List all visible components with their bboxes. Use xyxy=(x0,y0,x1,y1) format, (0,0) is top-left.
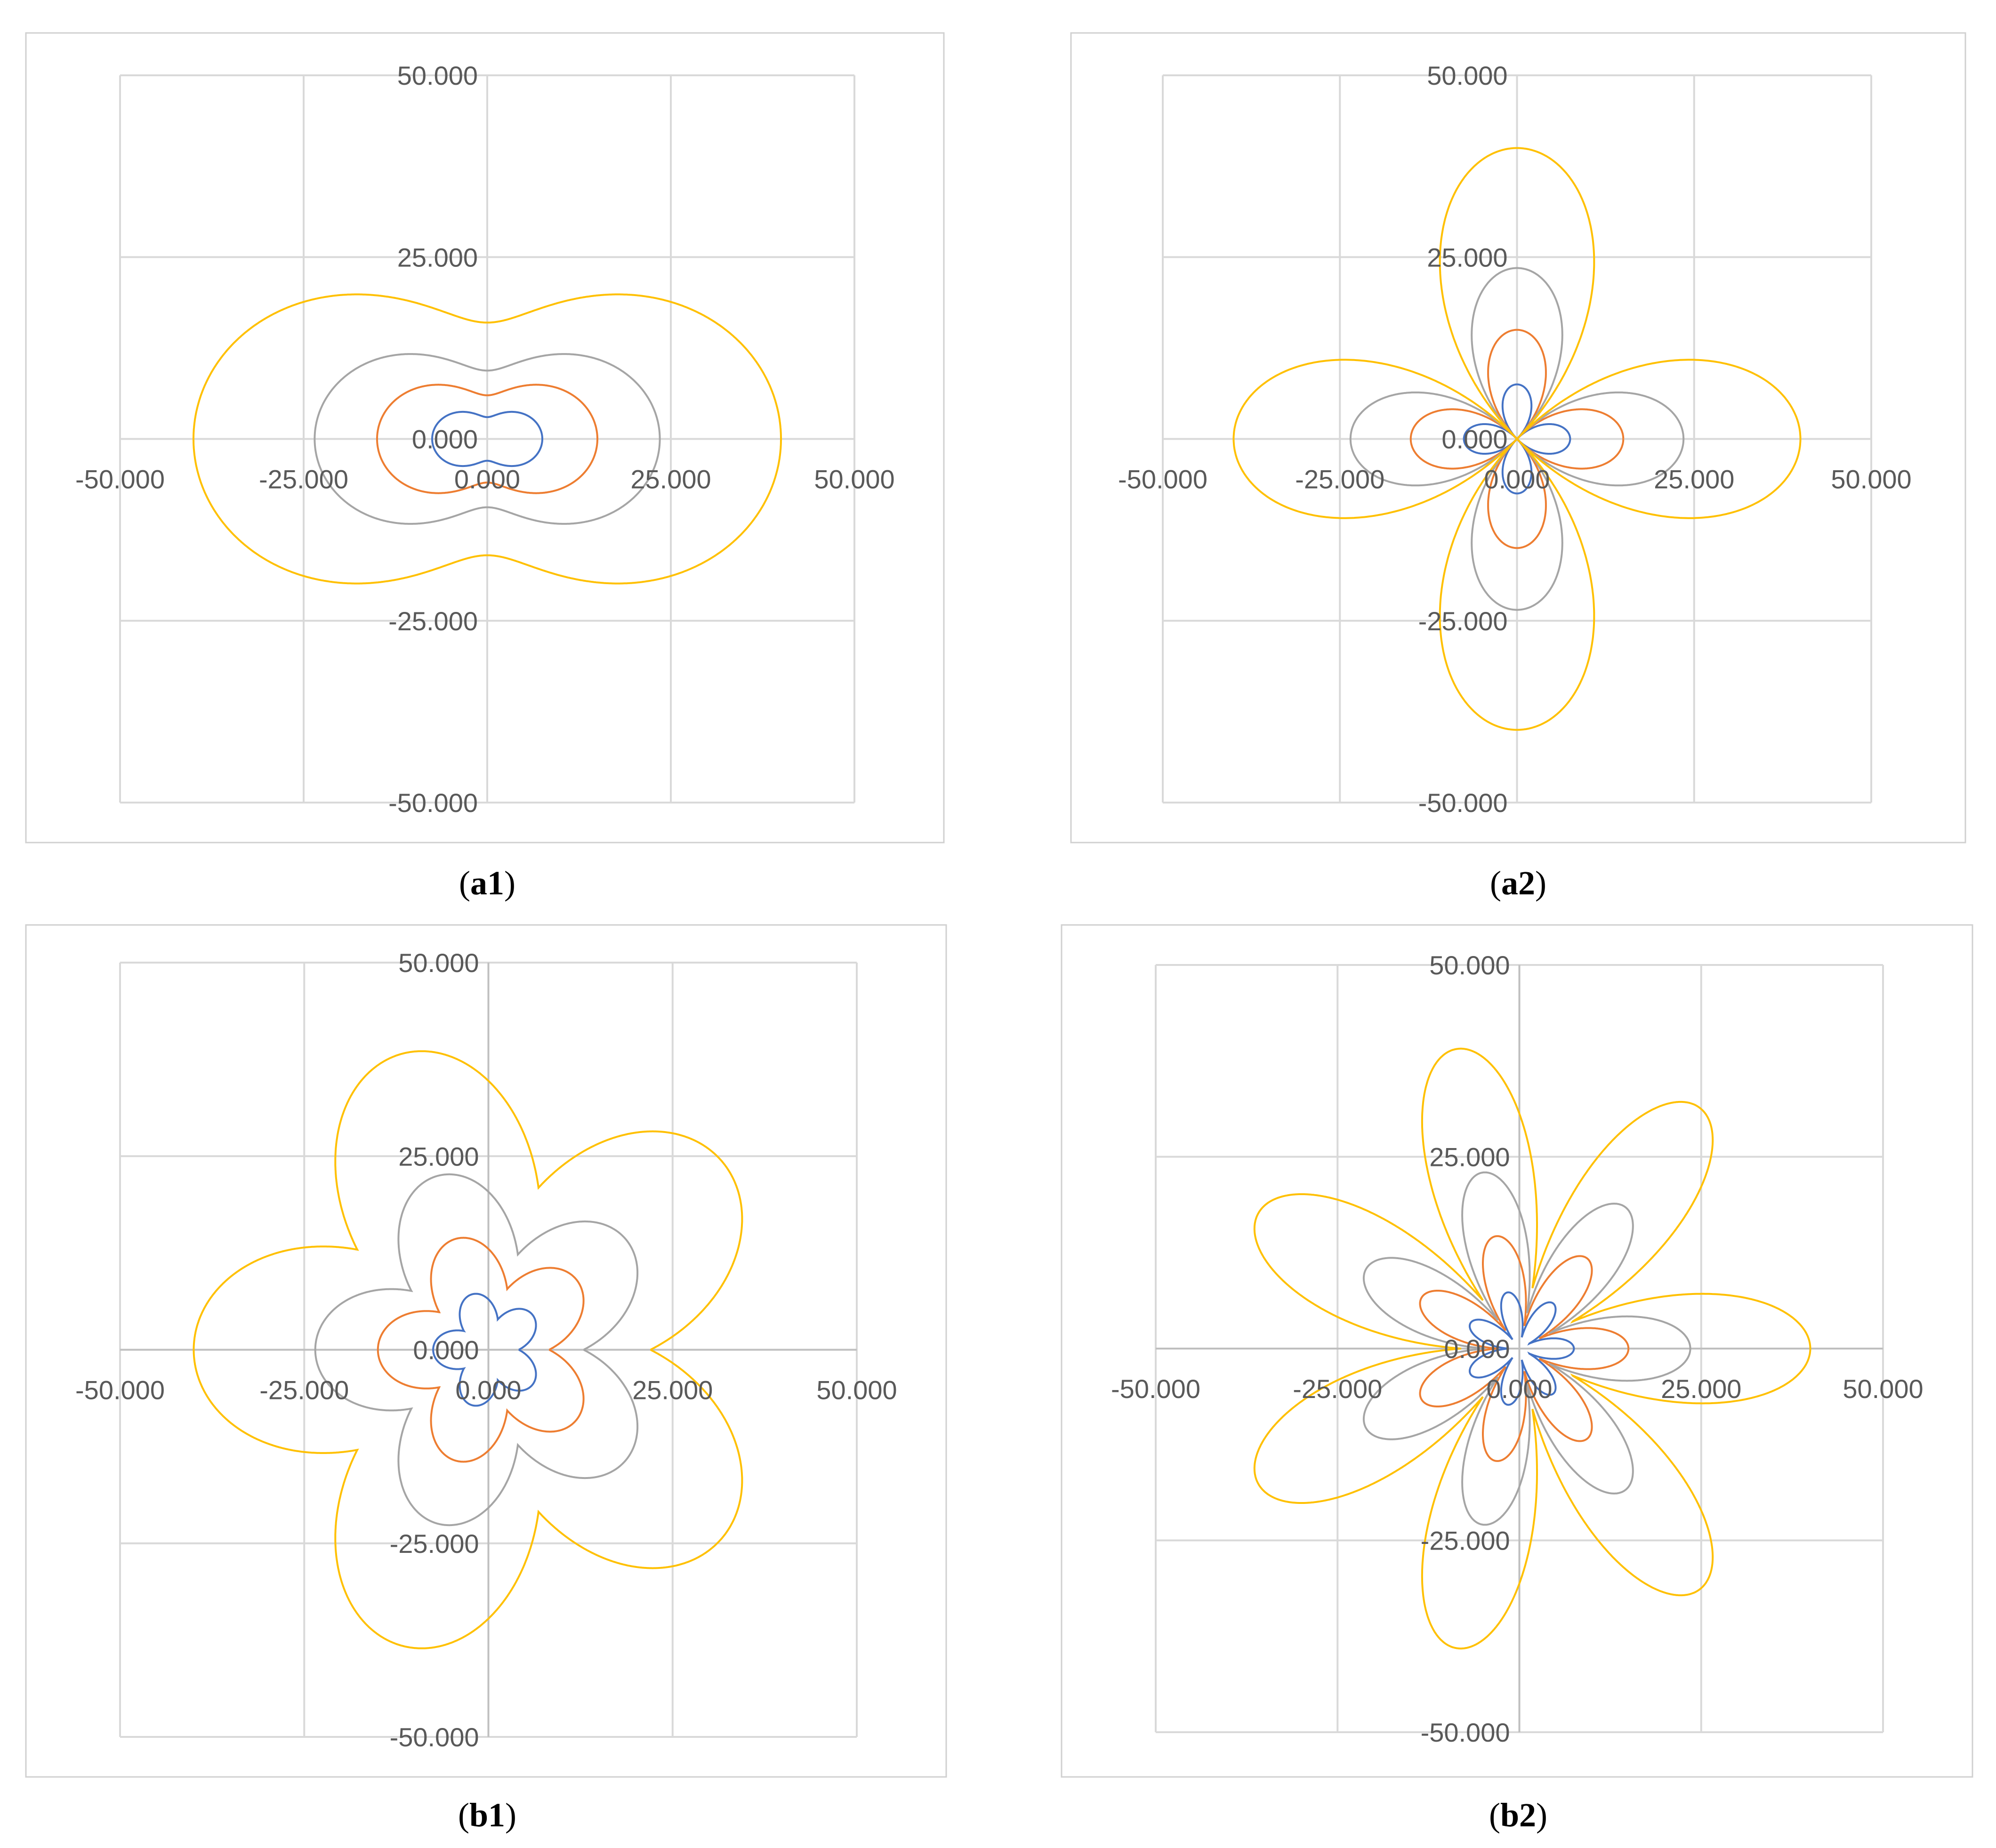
x-tick-label: -50.000 xyxy=(75,465,165,494)
series-line-3 xyxy=(1349,267,1685,611)
chart-svg-b2: -50.000 -25.000 0.000 25.000 50.000 50.000 25.… xyxy=(1061,924,1973,1778)
caption-b2-close: ) xyxy=(1536,1796,1547,1834)
x-tick-label: 0.000 xyxy=(454,465,520,494)
caption-a1-close: ) xyxy=(504,864,515,902)
x-tick-label: 25.000 xyxy=(630,465,711,494)
y-tick-label: -50.000 xyxy=(1421,1718,1510,1747)
caption-b1-label: b1 xyxy=(469,1796,506,1834)
y-tick-label: 50.000 xyxy=(398,948,479,978)
chart-frame xyxy=(25,924,947,1778)
y-tick-label: 25.000 xyxy=(397,242,478,272)
chart-panel-b2: -50.000 -25.000 0.000 25.000 50.000 50.000 25.… xyxy=(1061,924,1973,1778)
caption-b2-open: ( xyxy=(1489,1796,1500,1834)
series-line-3 xyxy=(314,1173,639,1527)
caption-a2-open: ( xyxy=(1490,864,1501,902)
caption-a1: (a1) xyxy=(346,864,628,903)
series-line-3 xyxy=(314,353,661,525)
chart-panel-b1: -50.000 -25.000 0.000 25.000 50.000 50.000 25.… xyxy=(25,924,947,1778)
x-tick-label: 50.000 xyxy=(1843,1374,1923,1404)
y-tick-label: -25.000 xyxy=(388,606,478,636)
x-tick-label: -25.000 xyxy=(1295,465,1384,494)
caption-a1-label: a1 xyxy=(470,864,504,902)
y-tick-label: -25.000 xyxy=(1418,606,1508,636)
caption-b1: (b1) xyxy=(346,1796,628,1835)
chart-frame xyxy=(25,32,945,844)
x-tick-label: -50.000 xyxy=(1118,465,1207,494)
series-line-4 xyxy=(1253,1047,1811,1650)
series-line-4 xyxy=(1232,147,1802,731)
caption-a2-close: ) xyxy=(1535,864,1546,902)
series-line-4 xyxy=(193,1050,743,1649)
caption-a1-open: ( xyxy=(459,864,470,902)
x-tick-label: 50.000 xyxy=(816,1375,897,1405)
chart-frame xyxy=(1061,924,1973,1778)
series-line-1 xyxy=(431,410,543,467)
y-tick-label: 25.000 xyxy=(1429,1142,1510,1172)
y-tick-label: 0.000 xyxy=(413,1335,479,1365)
y-tick-label: 25.000 xyxy=(1427,242,1507,272)
x-tick-label: 25.000 xyxy=(1654,465,1734,494)
x-tick-label: -25.000 xyxy=(259,465,348,494)
x-tick-label: -25.000 xyxy=(259,1375,349,1405)
chart-svg-a1: -50.000 -25.000 0.000 25.000 50.000 50.000 25.… xyxy=(25,32,945,844)
y-tick-label: 50.000 xyxy=(1429,950,1510,980)
x-tick-label: 0.000 xyxy=(1486,1374,1552,1404)
chart-svg-a2: -50.000 -25.000 0.000 25.000 50.000 50.000 25.… xyxy=(1070,32,1966,844)
y-tick-label: 0.000 xyxy=(1441,425,1507,454)
y-tick-label: 25.000 xyxy=(398,1141,479,1171)
caption-b2-label: b2 xyxy=(1500,1796,1537,1834)
x-tick-label: -50.000 xyxy=(75,1375,165,1405)
series-line-1 xyxy=(432,1293,537,1407)
series-line-2 xyxy=(376,384,598,494)
y-tick-label: -50.000 xyxy=(388,788,478,818)
caption-b1-open: ( xyxy=(458,1796,469,1834)
y-tick-label: -50.000 xyxy=(390,1722,479,1752)
y-tick-label: 50.000 xyxy=(397,61,478,90)
caption-a2-label: a2 xyxy=(1501,864,1535,902)
series-line-1 xyxy=(1463,383,1571,495)
x-tick-label: 0.000 xyxy=(455,1375,521,1405)
y-tick-label: -25.000 xyxy=(390,1529,479,1559)
series-line-4 xyxy=(193,293,782,585)
y-tick-label: -50.000 xyxy=(1418,788,1508,818)
x-tick-label: -50.000 xyxy=(1111,1374,1200,1404)
series-line-3 xyxy=(1362,1171,1691,1526)
y-tick-label: 50.000 xyxy=(1427,61,1507,90)
x-tick-label: 25.000 xyxy=(1661,1374,1741,1404)
caption-a2: (a2) xyxy=(1377,864,1659,903)
chart-panel-a1: -50.000 -25.000 0.000 25.000 50.000 50.000 25.… xyxy=(25,32,945,844)
series-line-1 xyxy=(1469,1291,1575,1406)
x-tick-label: -25.000 xyxy=(1293,1374,1382,1404)
y-tick-label: 0.000 xyxy=(412,425,478,454)
series-line-2 xyxy=(1419,1235,1630,1462)
y-tick-label: -25.000 xyxy=(1421,1526,1510,1556)
caption-b2: (b2) xyxy=(1377,1796,1659,1835)
x-tick-label: 50.000 xyxy=(814,465,894,494)
chart-panel-a2: -50.000 -25.000 0.000 25.000 50.000 50.000 25.… xyxy=(1070,32,1966,844)
caption-b1-close: ) xyxy=(505,1796,516,1834)
x-tick-label: 50.000 xyxy=(1831,465,1911,494)
y-tick-label: 0.000 xyxy=(1444,1334,1510,1364)
x-tick-label: 25.000 xyxy=(632,1375,713,1405)
x-tick-label: 0.000 xyxy=(1484,465,1550,494)
series-line-2 xyxy=(1409,329,1625,549)
series-line-2 xyxy=(377,1237,585,1463)
chart-svg-b1: -50.000 -25.000 0.000 25.000 50.000 50.000 25.… xyxy=(25,924,947,1778)
